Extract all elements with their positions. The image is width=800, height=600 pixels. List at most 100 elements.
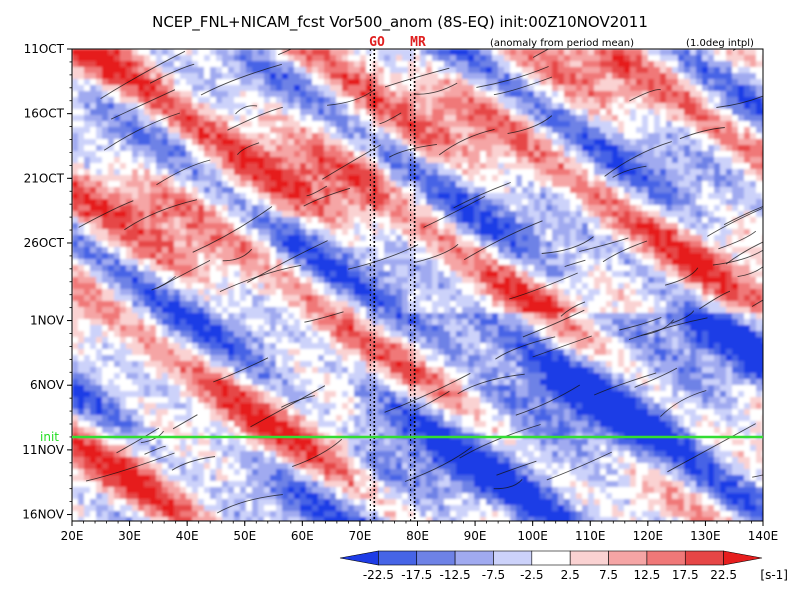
field-cell [450,91,457,98]
field-cell [288,163,295,170]
field-cell [498,61,505,68]
field-cell [438,235,445,242]
field-cell [186,265,193,272]
field-cell [684,139,691,146]
field-cell [612,259,619,266]
field-cell [204,199,211,206]
field-cell [330,277,337,284]
field-cell [726,253,733,260]
field-cell [696,157,703,164]
field-cell [594,49,601,56]
field-cell [162,193,169,200]
field-cell [198,301,205,308]
field-cell [624,61,631,68]
field-cell [480,121,487,128]
field-cell [306,205,313,212]
field-cell [90,229,97,236]
field-cell [198,253,205,260]
field-cell [612,91,619,98]
field-cell [522,289,529,296]
field-cell [318,223,325,230]
field-cell [510,127,517,134]
field-cell [582,121,589,128]
field-cell [228,67,235,74]
field-cell [540,271,547,278]
field-cell [552,73,559,80]
field-cell [186,277,193,284]
field-cell [630,85,637,92]
field-cell [570,283,577,290]
field-cell [360,289,367,296]
field-cell [570,67,577,74]
field-cell [618,103,625,110]
field-cell [228,163,235,170]
field-cell [594,163,601,170]
field-cell [300,199,307,206]
field-cell [672,205,679,212]
field-cell [600,241,607,248]
field-cell [594,109,601,116]
field-cell [348,271,355,278]
field-cell [444,91,451,98]
field-cell [180,151,187,158]
field-cell [516,301,523,308]
field-cell [618,79,625,86]
field-cell [174,223,181,230]
field-cell [120,55,127,62]
field-cell [756,265,763,272]
field-cell [408,103,415,110]
field-cell [384,169,391,176]
field-cell [684,61,691,68]
field-cell [150,169,157,176]
field-cell [666,181,673,188]
field-cell [570,199,577,206]
field-cell [660,127,667,134]
field-cell [312,67,319,74]
field-cell [204,253,211,260]
field-cell [306,157,313,164]
field-cell [726,121,733,128]
field-cell [114,127,121,134]
field-cell [480,193,487,200]
field-cell [492,289,499,296]
field-cell [750,127,757,134]
field-cell [324,103,331,110]
field-cell [108,211,115,218]
field-cell [396,67,403,74]
field-cell [666,133,673,140]
field-cell [474,223,481,230]
field-cell [210,61,217,68]
field-cell [222,133,229,140]
field-cell [270,127,277,134]
field-cell [438,109,445,116]
field-cell [390,247,397,254]
field-cell [702,223,709,230]
field-cell [480,229,487,236]
field-cell [504,247,511,254]
field-cell [456,259,463,266]
field-cell [168,151,175,158]
field-cell [384,79,391,86]
field-cell [684,301,691,308]
field-cell [456,187,463,194]
field-cell [606,289,613,296]
field-cell [426,301,433,308]
field-cell [156,163,163,170]
field-cell [162,157,169,164]
field-cell [474,199,481,206]
field-cell [588,115,595,122]
field-cell [408,133,415,140]
field-cell [636,193,643,200]
field-cell [702,229,709,236]
field-cell [132,103,139,110]
interp-note: (1.0deg intpl) [686,38,754,49]
field-cell [78,169,85,176]
field-cell [744,181,751,188]
field-cell [630,181,637,188]
field-cell [582,109,589,116]
field-cell [234,127,241,134]
field-cell [366,241,373,248]
field-cell [282,223,289,230]
field-cell [582,223,589,230]
field-cell [366,169,373,176]
